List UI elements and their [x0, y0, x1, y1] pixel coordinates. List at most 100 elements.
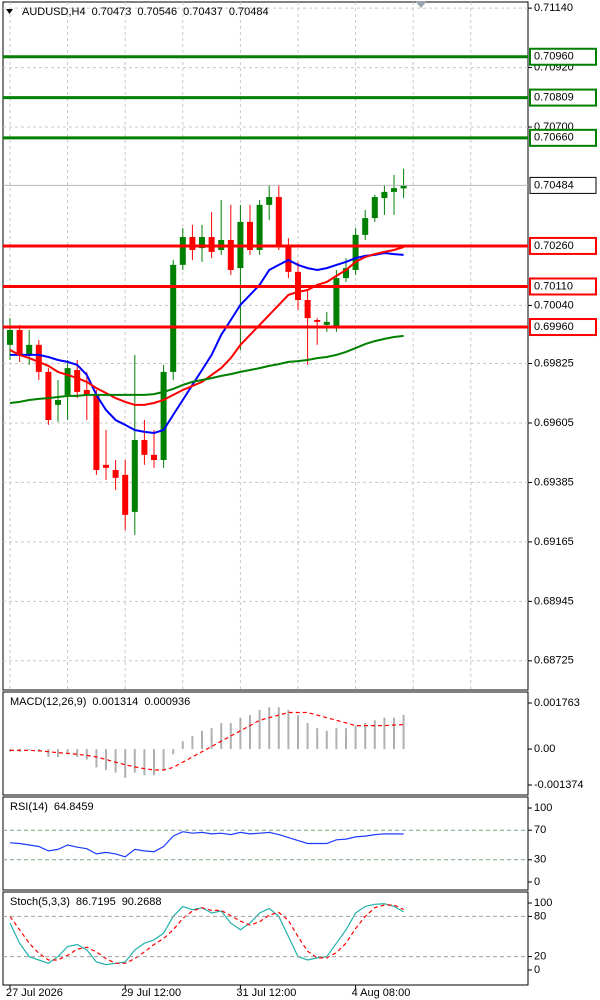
candle-body — [227, 240, 234, 270]
histogram-bar — [114, 749, 117, 773]
candle-body — [247, 221, 253, 250]
panel-readout: MACD(12,26,9) 0.001314 0.000936 — [10, 696, 190, 708]
indicator-line — [10, 251, 404, 435]
histogram-bar — [57, 749, 59, 757]
candle-body — [333, 278, 340, 329]
candle-body — [170, 264, 177, 372]
candle-body — [103, 464, 109, 468]
histogram-bar — [402, 714, 405, 750]
candle-body — [112, 470, 119, 478]
y-tick-label: 100 — [534, 802, 552, 814]
histogram-bar — [220, 722, 223, 750]
histogram-bar — [258, 709, 261, 750]
y-tick-label: 20 — [534, 951, 546, 963]
y-tick-label: 70 — [534, 824, 546, 836]
y-tick-label: 0.00 — [534, 743, 555, 755]
candle-body — [26, 344, 33, 355]
level-label-box — [529, 236, 597, 255]
panel-title: Stoch(5,3,3) — [10, 896, 70, 908]
histogram-bar — [133, 749, 136, 773]
indicator-line — [9, 334, 404, 404]
histogram-bar — [191, 736, 194, 750]
level-label-box — [529, 128, 597, 147]
level-label: 0.69960 — [534, 321, 574, 333]
level-label-box — [529, 277, 597, 296]
last-price-label: 0.70484 — [534, 179, 574, 191]
histogram-bar — [268, 707, 271, 750]
y-tick-label: 0.69385 — [534, 476, 574, 488]
readout-value: 0.001314 — [92, 696, 138, 708]
shift-marker — [415, 1, 427, 8]
panel-title: RSI(14) — [10, 801, 48, 813]
readout-value: 0.70484 — [229, 6, 269, 18]
y-tick-label: 0 — [534, 876, 540, 888]
level-label-box — [529, 318, 597, 337]
indicator-line — [9, 831, 404, 858]
histogram-bar — [66, 749, 69, 755]
candle-body — [45, 371, 52, 420]
candle-body — [285, 244, 292, 272]
candle-body — [122, 474, 129, 515]
histogram-bar — [364, 722, 367, 750]
candle-body — [7, 330, 13, 345]
panel-title: MACD(12,26,9) — [10, 696, 86, 708]
histogram-bar — [162, 749, 165, 770]
y-tick-label: -0.001374 — [534, 779, 584, 791]
histogram-bar — [153, 749, 155, 776]
candle-body — [266, 197, 273, 205]
candle-body — [141, 440, 148, 455]
histogram-bar — [85, 749, 88, 760]
x-tick-label: 29 Jul 12:00 — [121, 987, 181, 999]
candle-body — [371, 197, 378, 219]
candle-body — [131, 440, 138, 512]
candle-body — [199, 237, 205, 249]
level-label: 0.70809 — [534, 91, 574, 103]
y-tick-label: 0.70040 — [534, 299, 574, 311]
panel-readout: Stoch(5,3,3) 86.7195 90.2688 — [10, 896, 161, 908]
candle-body — [314, 320, 321, 322]
histogram-bar — [335, 728, 338, 750]
histogram-bar — [143, 749, 146, 776]
histogram-bar — [201, 730, 203, 750]
level-label: 0.70260 — [534, 240, 574, 252]
histogram-bar — [47, 749, 50, 757]
candle-body — [323, 321, 330, 325]
candle-body — [304, 300, 311, 319]
candle-body — [391, 188, 397, 192]
y-tick-label: 0.69165 — [534, 536, 574, 548]
y-tick-label: 0.001763 — [534, 697, 580, 709]
histogram-bar — [124, 749, 127, 778]
indicator-line — [9, 903, 404, 966]
candle-body — [151, 454, 157, 460]
last-price-box — [529, 176, 597, 194]
histogram-bar — [306, 722, 309, 750]
histogram-bar — [345, 728, 347, 750]
level-label-box — [529, 47, 597, 66]
candle-body — [35, 344, 42, 372]
candle-body — [362, 218, 369, 235]
indicator-line — [10, 711, 404, 771]
candle-body — [400, 185, 407, 189]
y-tick-label: 0.71140 — [534, 2, 573, 14]
panel-frame — [2, 691, 529, 796]
histogram-bar — [95, 749, 98, 768]
y-tick-label: 0 — [534, 964, 540, 976]
panel-readout: RSI(14) 64.8459 — [10, 801, 94, 813]
histogram-bar — [249, 715, 251, 750]
candle-body — [189, 237, 196, 250]
level-label: 0.70660 — [534, 132, 574, 144]
candle-body — [55, 400, 61, 405]
candle-body — [352, 234, 359, 270]
panel-readout: AUDUSD,H4 0.70473 0.70546 0.70437 0.70484 — [22, 6, 269, 18]
candle-body — [275, 197, 282, 245]
menu-arrow — [6, 9, 13, 14]
histogram-bar — [287, 709, 290, 750]
y-tick-label: 0.68725 — [534, 655, 574, 667]
histogram-bar — [354, 725, 357, 750]
histogram-bar — [383, 717, 386, 750]
candle-body — [83, 390, 90, 395]
level-label: 0.70960 — [534, 51, 574, 63]
readout-value: 0.70437 — [183, 6, 223, 18]
histogram-bar — [373, 720, 376, 750]
